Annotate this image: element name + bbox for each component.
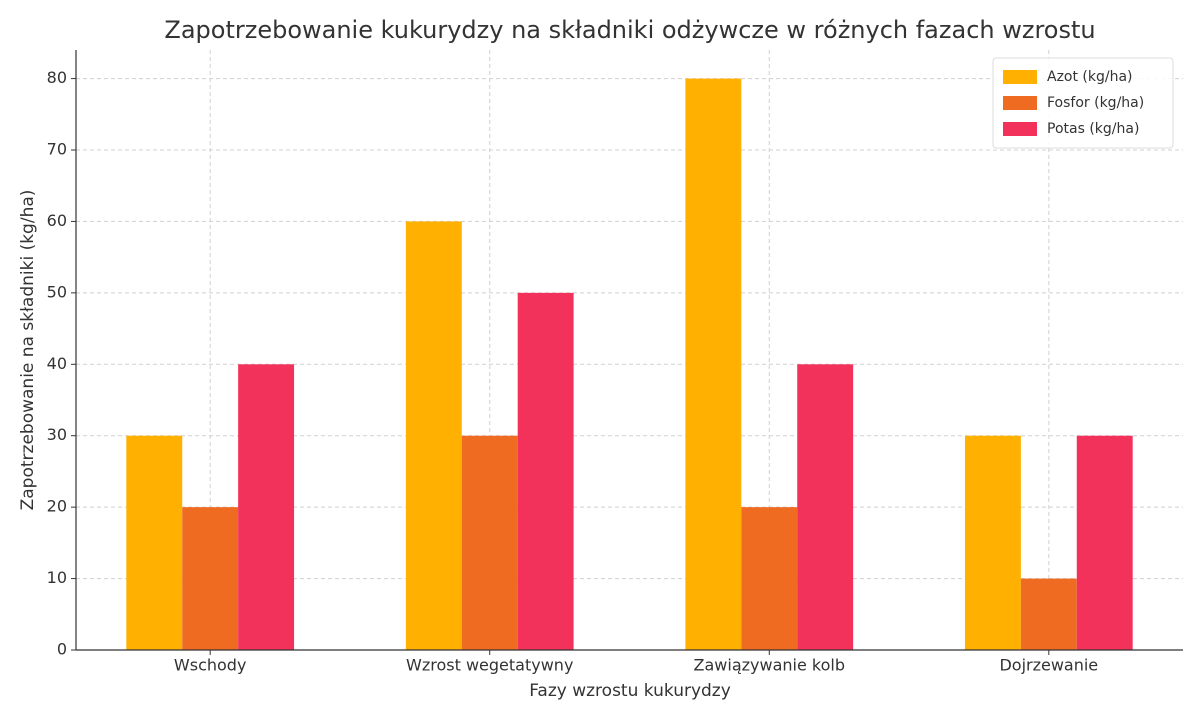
x-tick-label: Dojrzewanie	[999, 656, 1098, 675]
x-axis-label: Fazy wzrostu kukurydzy	[529, 681, 731, 701]
bar	[461, 435, 518, 650]
bar	[964, 435, 1021, 650]
x-tick-label: Wzrost wegetatywny	[406, 656, 573, 675]
legend-label: Fosfor (kg/ha)	[1047, 95, 1144, 111]
y-tick-label: 30	[47, 425, 67, 444]
legend-swatch	[1003, 122, 1037, 136]
bar	[1020, 578, 1077, 650]
y-tick-label: 0	[57, 640, 67, 659]
bar	[405, 221, 462, 650]
y-tick-label: 40	[47, 354, 67, 373]
bar	[1076, 435, 1133, 650]
x-tick-label: Wschody	[174, 656, 247, 675]
bar	[238, 364, 295, 650]
y-tick-label: 50	[47, 282, 67, 301]
legend-label: Potas (kg/ha)	[1047, 121, 1139, 137]
bar	[126, 435, 183, 650]
legend-swatch	[1003, 96, 1037, 110]
legend-label: Azot (kg/ha)	[1047, 69, 1133, 85]
y-tick-label: 60	[47, 211, 67, 230]
chart-title: Zapotrzebowanie kukurydzy na składniki o…	[164, 16, 1095, 44]
bar	[685, 78, 742, 651]
x-tick-label: Zawiązywanie kolb	[694, 656, 845, 675]
bar	[741, 507, 798, 650]
y-tick-label: 70	[47, 140, 67, 159]
legend-box	[992, 57, 1174, 149]
bar	[182, 507, 239, 650]
legend-swatch	[1003, 70, 1037, 84]
y-axis-label: Zapotrzebowanie na składniki (kg/ha)	[18, 190, 38, 511]
y-tick-label: 80	[47, 68, 67, 87]
bar	[797, 364, 854, 650]
bar	[517, 292, 574, 650]
y-tick-label: 10	[47, 568, 67, 587]
y-tick-label: 20	[47, 497, 67, 516]
